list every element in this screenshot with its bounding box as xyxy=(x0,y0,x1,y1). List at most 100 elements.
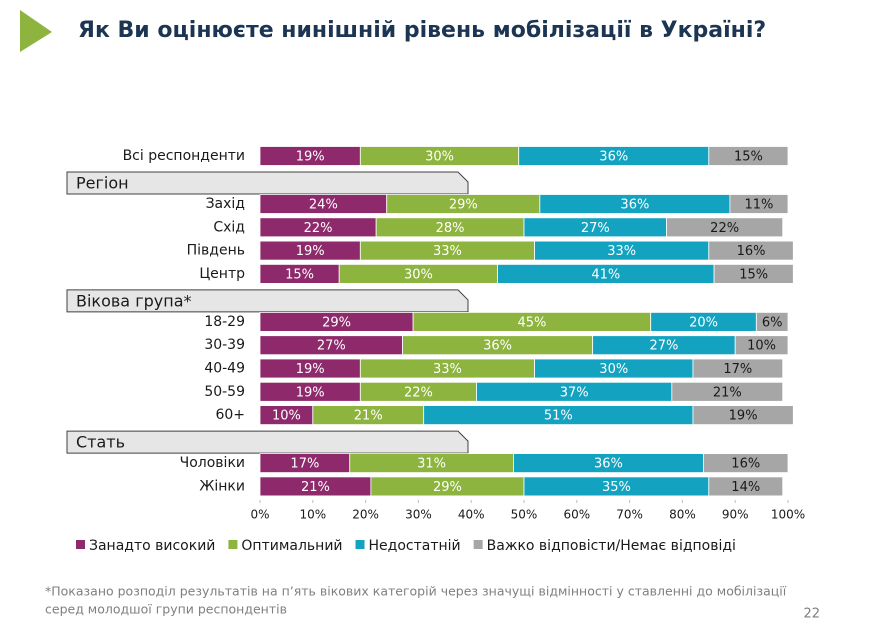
page-number: 22 xyxy=(803,607,820,622)
category-label: Південь xyxy=(187,243,245,259)
category-label: Всі респонденти xyxy=(123,148,245,164)
bar-segment xyxy=(708,146,789,166)
bar-segment xyxy=(755,311,789,332)
value-label: 16% xyxy=(737,244,766,259)
legend-label: Недостатній xyxy=(369,538,461,554)
x-tick-label: 10% xyxy=(299,508,326,522)
x-tick-label: 50% xyxy=(511,508,538,522)
bar-segment xyxy=(671,381,784,402)
value-label: 30% xyxy=(425,150,454,165)
x-tick-label: 100% xyxy=(771,508,805,522)
x-tick-label: 30% xyxy=(405,508,432,522)
bar-segment xyxy=(692,405,794,426)
category-label: Чоловіки xyxy=(180,455,245,471)
value-label: 19% xyxy=(296,150,325,165)
value-label: 27% xyxy=(317,339,346,354)
category-label: Захід xyxy=(206,196,245,212)
value-label: 33% xyxy=(433,362,462,377)
value-label: 27% xyxy=(581,221,610,236)
value-label: 19% xyxy=(296,244,325,259)
chart-title: Як Ви оцінюєте нинішній рівень мобілізац… xyxy=(78,18,766,43)
section-title: Стать xyxy=(76,433,125,452)
value-label: 10% xyxy=(272,409,301,424)
bar-segment xyxy=(708,476,784,497)
value-label: 11% xyxy=(745,198,774,213)
value-label: 36% xyxy=(599,150,628,165)
value-label: 30% xyxy=(404,267,433,282)
value-label: 45% xyxy=(517,315,546,330)
legend-label: Важко відповісти/Немає відповіді xyxy=(487,538,736,554)
value-label: 22% xyxy=(304,221,333,236)
value-label: 15% xyxy=(285,267,314,282)
x-tick-label: 20% xyxy=(352,508,379,522)
category-label: 30-39 xyxy=(204,337,245,353)
x-tick-label: 40% xyxy=(458,508,485,522)
value-label: 33% xyxy=(433,244,462,259)
value-label: 29% xyxy=(449,198,478,213)
value-label: 29% xyxy=(322,315,351,330)
legend-swatch xyxy=(473,540,483,549)
value-label: 24% xyxy=(309,198,338,213)
x-tick-label: 60% xyxy=(563,508,590,522)
category-label: 40-49 xyxy=(204,361,245,377)
value-label: 15% xyxy=(734,150,763,165)
value-label: 36% xyxy=(483,339,512,354)
value-label: 20% xyxy=(689,315,718,330)
value-label: 29% xyxy=(433,480,462,495)
section-title: Регіон xyxy=(76,174,129,193)
value-label: 33% xyxy=(607,244,636,259)
section-title: Вікова група* xyxy=(76,291,192,310)
bar-segment xyxy=(713,263,794,284)
category-label: 50-59 xyxy=(204,384,245,400)
value-label: 17% xyxy=(723,362,752,377)
legend-swatch xyxy=(355,540,365,549)
value-label: 35% xyxy=(602,480,631,495)
value-label: 16% xyxy=(731,457,760,472)
bar-segment xyxy=(703,453,789,474)
value-label: 6% xyxy=(762,315,783,330)
value-label: 36% xyxy=(594,457,623,472)
legend-swatch xyxy=(228,540,238,549)
value-label: 41% xyxy=(591,267,620,282)
bar-segment xyxy=(708,240,794,261)
bar-segment xyxy=(729,194,789,214)
category-label: Схід xyxy=(213,219,245,235)
value-label: 19% xyxy=(729,409,758,424)
value-label: 10% xyxy=(747,339,776,354)
value-label: 36% xyxy=(620,198,649,213)
value-label: 21% xyxy=(713,385,742,400)
bar-segment xyxy=(692,358,784,379)
bar-segment xyxy=(734,335,789,356)
value-label: 31% xyxy=(417,457,446,472)
category-label: Центр xyxy=(199,266,245,282)
value-label: 51% xyxy=(544,409,573,424)
value-label: 27% xyxy=(649,339,678,354)
legend-swatch xyxy=(76,540,85,549)
value-label: 22% xyxy=(710,221,739,236)
legend-label: Занадто високий xyxy=(89,538,215,554)
value-label: 22% xyxy=(404,385,433,400)
value-label: 28% xyxy=(436,221,465,236)
value-label: 14% xyxy=(731,480,760,495)
value-label: 21% xyxy=(301,480,330,495)
category-label: 60+ xyxy=(215,407,245,423)
value-label: 37% xyxy=(560,385,589,400)
x-tick-label: 0% xyxy=(250,508,269,522)
logo xyxy=(20,10,52,52)
value-label: 30% xyxy=(599,362,628,377)
category-label: Жінки xyxy=(199,478,245,494)
value-label: 19% xyxy=(296,385,325,400)
value-label: 19% xyxy=(296,362,325,377)
x-tick-label: 80% xyxy=(669,508,696,522)
value-label: 17% xyxy=(290,457,319,472)
value-label: 21% xyxy=(354,409,383,424)
section-header xyxy=(66,171,469,195)
bar-segment xyxy=(666,217,784,238)
section-header xyxy=(66,289,469,313)
x-tick-label: 70% xyxy=(616,508,643,522)
category-label: 18-29 xyxy=(204,314,245,330)
footnote: серед молодшої групи респондентів xyxy=(45,602,287,617)
x-tick-label: 90% xyxy=(722,508,749,522)
legend-label: Оптимальний xyxy=(241,538,342,554)
